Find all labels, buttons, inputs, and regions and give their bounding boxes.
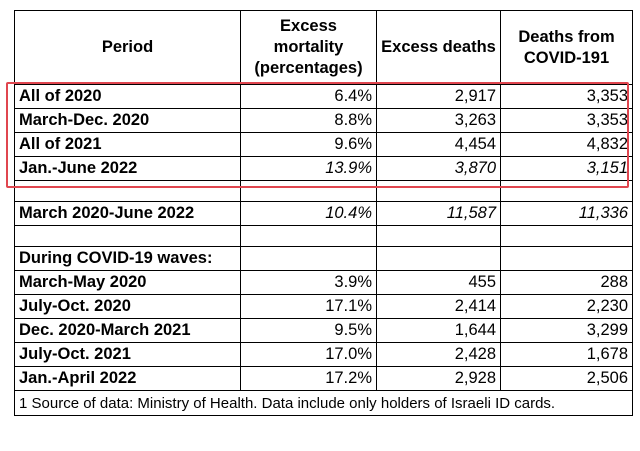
row-period: All of 2020 <box>14 84 241 109</box>
spacer-row <box>14 180 633 202</box>
table-row: March-May 2020 3.9% 455 288 <box>14 270 633 295</box>
row-excess-deaths: 2,917 <box>376 84 501 109</box>
row-covid-deaths: 2,230 <box>500 294 633 319</box>
row-excess-mortality: 8.8% <box>240 108 377 133</box>
table-row: Jan.-June 2022 13.9% 3,870 3,151 <box>14 156 633 181</box>
row-excess-mortality: 9.5% <box>240 318 377 343</box>
row-period: Jan.-April 2022 <box>14 366 241 391</box>
row-excess-deaths: 455 <box>376 270 501 295</box>
row-excess-deaths: 11,587 <box>376 201 501 226</box>
table-row: July-Oct. 2020 17.1% 2,414 2,230 <box>14 294 633 319</box>
row-excess-mortality: 3.9% <box>240 270 377 295</box>
row-excess-mortality: 13.9% <box>240 156 377 181</box>
header-period: Period <box>14 10 241 85</box>
row-period: March-May 2020 <box>14 270 241 295</box>
header-excess-mortality: Excess mortality (percentages) <box>240 10 377 85</box>
table-row: March-Dec. 2020 8.8% 3,263 3,353 <box>14 108 633 133</box>
row-period: July-Oct. 2020 <box>14 294 241 319</box>
row-covid-deaths: 2,506 <box>500 366 633 391</box>
header-excess-deaths: Excess deaths <box>376 10 501 85</box>
waves-heading-row: During COVID-19 waves: <box>14 246 633 271</box>
row-covid-deaths: 1,678 <box>500 342 633 367</box>
row-period: March-Dec. 2020 <box>14 108 241 133</box>
table-row: July-Oct. 2021 17.0% 2,428 1,678 <box>14 342 633 367</box>
table-row: All of 2020 6.4% 2,917 3,353 <box>14 84 633 109</box>
row-covid-deaths: 3,299 <box>500 318 633 343</box>
row-covid-deaths: 3,353 <box>500 84 633 109</box>
row-excess-mortality: 10.4% <box>240 201 377 226</box>
table-row: All of 2021 9.6% 4,454 4,832 <box>14 132 633 157</box>
row-excess-deaths: 4,454 <box>376 132 501 157</box>
row-excess-mortality: 9.6% <box>240 132 377 157</box>
row-covid-deaths: 11,336 <box>500 201 633 226</box>
row-period: March 2020-June 2022 <box>14 201 241 226</box>
mortality-table: Period Excess mortality (percentages) Ex… <box>14 10 633 416</box>
total-row: March 2020-June 2022 10.4% 11,587 11,336 <box>14 201 633 226</box>
row-covid-deaths: 3,151 <box>500 156 633 181</box>
row-excess-deaths: 2,928 <box>376 366 501 391</box>
row-excess-mortality: 17.0% <box>240 342 377 367</box>
table-row: Dec. 2020-March 2021 9.5% 1,644 3,299 <box>14 318 633 343</box>
header-row: Period Excess mortality (percentages) Ex… <box>14 10 633 85</box>
row-excess-deaths: 2,414 <box>376 294 501 319</box>
row-period: Jan.-June 2022 <box>14 156 241 181</box>
row-excess-deaths: 3,263 <box>376 108 501 133</box>
row-excess-mortality: 17.2% <box>240 366 377 391</box>
row-covid-deaths: 4,832 <box>500 132 633 157</box>
footnote: 1 Source of data: Ministry of Health. Da… <box>14 390 633 416</box>
waves-heading: During COVID-19 waves: <box>14 246 241 271</box>
row-excess-deaths: 1,644 <box>376 318 501 343</box>
row-period: All of 2021 <box>14 132 241 157</box>
row-excess-mortality: 6.4% <box>240 84 377 109</box>
row-covid-deaths: 288 <box>500 270 633 295</box>
row-covid-deaths: 3,353 <box>500 108 633 133</box>
row-period: Dec. 2020-March 2021 <box>14 318 241 343</box>
row-period: July-Oct. 2021 <box>14 342 241 367</box>
row-excess-deaths: 3,870 <box>376 156 501 181</box>
row-excess-deaths: 2,428 <box>376 342 501 367</box>
table-row: Jan.-April 2022 17.2% 2,928 2,506 <box>14 366 633 391</box>
footnote-row: 1 Source of data: Ministry of Health. Da… <box>14 390 633 416</box>
row-excess-mortality: 17.1% <box>240 294 377 319</box>
header-covid-deaths: Deaths from COVID-191 <box>500 10 633 85</box>
spacer-row <box>14 225 633 247</box>
